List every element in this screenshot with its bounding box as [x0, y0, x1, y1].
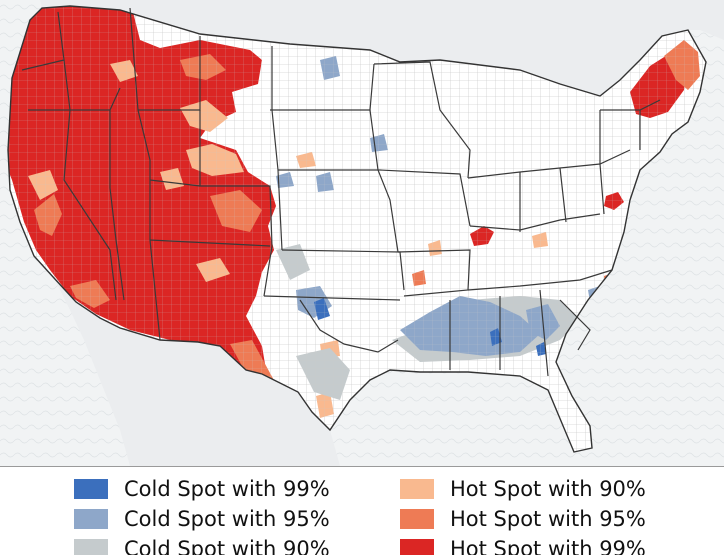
canada-landmass	[40, 0, 724, 96]
legend-item-cold-95: Cold Spot with 95%	[74, 505, 330, 533]
legend-label: Cold Spot with 95%	[124, 507, 330, 531]
legend-swatch	[74, 479, 108, 499]
legend-label: Cold Spot with 99%	[124, 477, 330, 501]
legend: Cold Spot with 99% Cold Spot with 95% Co…	[0, 466, 724, 555]
us-outline	[7, 5, 707, 453]
legend-label: Hot Spot with 99%	[450, 537, 646, 555]
legend-item-hot-99: Hot Spot with 99%	[400, 535, 646, 555]
mexico-landmass	[54, 278, 340, 466]
legend-item-cold-90: Cold Spot with 90%	[74, 535, 330, 555]
legend-item-cold-99: Cold Spot with 99%	[74, 475, 330, 503]
legend-swatch	[400, 509, 434, 529]
legend-swatch	[74, 539, 108, 555]
legend-label: Hot Spot with 90%	[450, 477, 646, 501]
legend-swatch	[74, 509, 108, 529]
legend-swatch	[400, 539, 434, 555]
legend-item-hot-90: Hot Spot with 90%	[400, 475, 646, 503]
legend-label: Cold Spot with 90%	[124, 537, 330, 555]
legend-label: Hot Spot with 95%	[450, 507, 646, 531]
state-boundaries	[21, 7, 661, 377]
legend-swatch	[400, 479, 434, 499]
legend-item-hot-95: Hot Spot with 95%	[400, 505, 646, 533]
